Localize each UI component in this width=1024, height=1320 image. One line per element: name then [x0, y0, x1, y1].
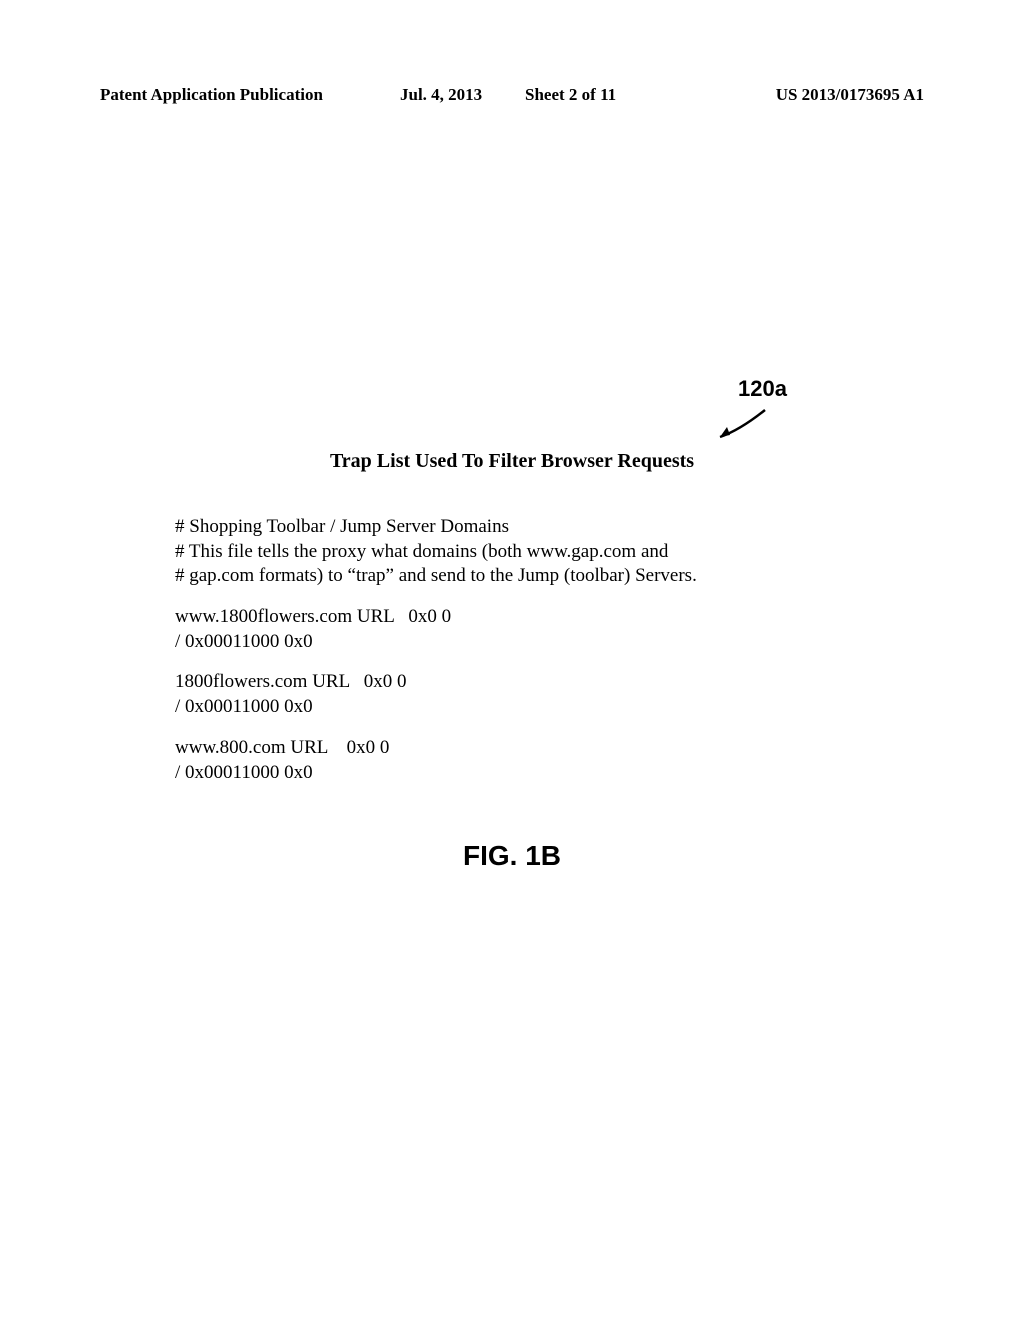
entry-hex-line: / 0x00011000 0x0: [175, 695, 697, 720]
publication-date: Jul. 4, 2013: [400, 85, 482, 105]
reference-arrow-icon: [715, 402, 785, 442]
page-header: Patent Application Publication Jul. 4, 2…: [100, 85, 924, 105]
figure-title: Trap List Used To Filter Browser Request…: [0, 450, 1024, 473]
sheet-info: Sheet 2 of 11: [525, 85, 616, 105]
publication-number: US 2013/0173695 A1: [776, 85, 924, 105]
entry-hex-line: / 0x00011000 0x0: [175, 761, 697, 786]
figure-label: FIG. 1B: [0, 840, 1024, 872]
trap-entry: www.800.com URL 0x0 0 / 0x00011000 0x0: [175, 736, 697, 785]
reference-numeral: 120a: [738, 376, 787, 402]
publication-label: Patent Application Publication: [100, 85, 323, 105]
trap-list-content: # Shopping Toolbar / Jump Server Domains…: [175, 515, 697, 785]
entry-domain-line: www.800.com URL 0x0 0: [175, 736, 697, 761]
comment-line: # gap.com formats) to “trap” and send to…: [175, 564, 697, 589]
entry-domain-line: 1800flowers.com URL 0x0 0: [175, 670, 697, 695]
comment-line: # This file tells the proxy what domains…: [175, 540, 697, 565]
trap-entry: 1800flowers.com URL 0x0 0 / 0x00011000 0…: [175, 670, 697, 719]
trap-entry: www.1800flowers.com URL 0x0 0 / 0x000110…: [175, 605, 697, 654]
comment-line: # Shopping Toolbar / Jump Server Domains: [175, 515, 697, 540]
entry-domain-line: www.1800flowers.com URL 0x0 0: [175, 605, 697, 630]
entry-hex-line: / 0x00011000 0x0: [175, 630, 697, 655]
